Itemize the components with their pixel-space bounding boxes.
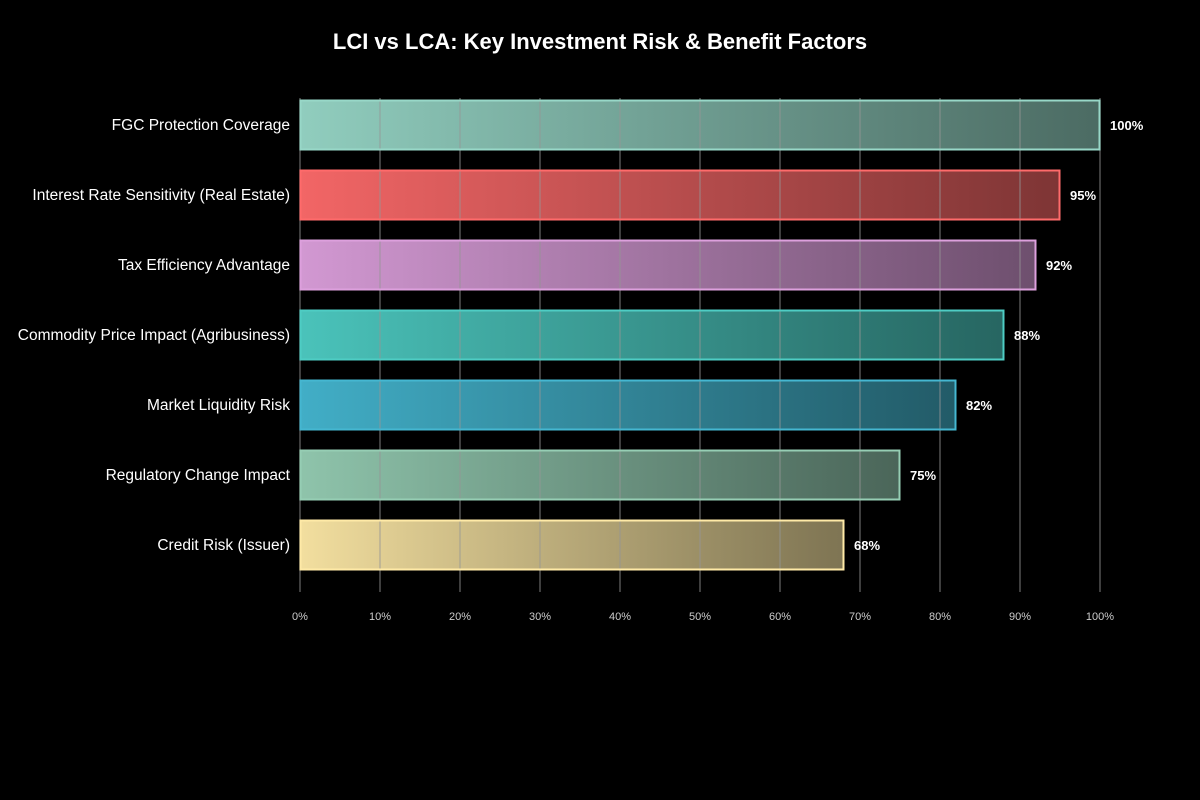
x-tick-label: 50% [689, 611, 711, 623]
x-tick-label: 40% [609, 611, 631, 623]
category-label: Tax Efficiency Advantage [118, 257, 290, 274]
x-tick-label: 70% [849, 611, 871, 623]
bar-3 [300, 240, 1036, 290]
x-tick-label: 20% [449, 611, 471, 623]
category-label: Market Liquidity Risk [147, 397, 290, 414]
bars-layer [300, 100, 1100, 570]
value-labels: 100% 95% 92% 88% 82% 75% 68% [854, 118, 1144, 553]
bar-outline-5 [299, 379, 957, 431]
x-tick-label: 0% [292, 611, 308, 623]
bar-outline-6 [299, 449, 901, 501]
bar-5 [300, 380, 956, 430]
category-label: Credit Risk (Issuer) [157, 537, 290, 554]
x-tick-label: 90% [1009, 611, 1031, 623]
x-tick-label: 60% [769, 611, 791, 623]
value-label: 82% [966, 398, 992, 413]
bar-2 [300, 170, 1060, 220]
value-label: 92% [1046, 258, 1072, 273]
x-tick-label: 30% [529, 611, 551, 623]
bar-outline-3 [299, 239, 1037, 291]
bar-6 [300, 450, 900, 500]
x-tick-label: 10% [369, 611, 391, 623]
x-tick-label: 100% [1086, 611, 1114, 623]
category-label: Commodity Price Impact (Agribusiness) [18, 327, 290, 344]
bar-outline-4 [299, 309, 1005, 361]
x-axis-ticks: 0% 10% 20% 30% 40% 50% 60% 70% 80% 90% 100% [292, 611, 1114, 623]
bar-outline-1 [299, 99, 1101, 151]
value-label: 100% [1110, 118, 1144, 133]
value-label: 75% [910, 468, 936, 483]
bar-outline-2 [299, 169, 1061, 221]
category-label: Interest Rate Sensitivity (Real Estate) [32, 187, 290, 204]
category-labels: FGC Protection Coverage Interest Rate Sen… [18, 117, 291, 554]
bar-outline-7 [299, 519, 845, 571]
chart-title: LCI vs LCA: Key Investment Risk & Benefi… [332, 29, 868, 54]
value-label: 95% [1070, 188, 1096, 203]
category-label: Regulatory Change Impact [106, 467, 291, 484]
category-label: FGC Protection Coverage [112, 117, 290, 134]
value-label: 68% [854, 538, 880, 553]
bar-4 [300, 310, 1004, 360]
bar-outline-layer [299, 99, 1101, 571]
value-label: 88% [1014, 328, 1040, 343]
x-tick-label: 80% [929, 611, 951, 623]
bar-7 [300, 520, 844, 570]
